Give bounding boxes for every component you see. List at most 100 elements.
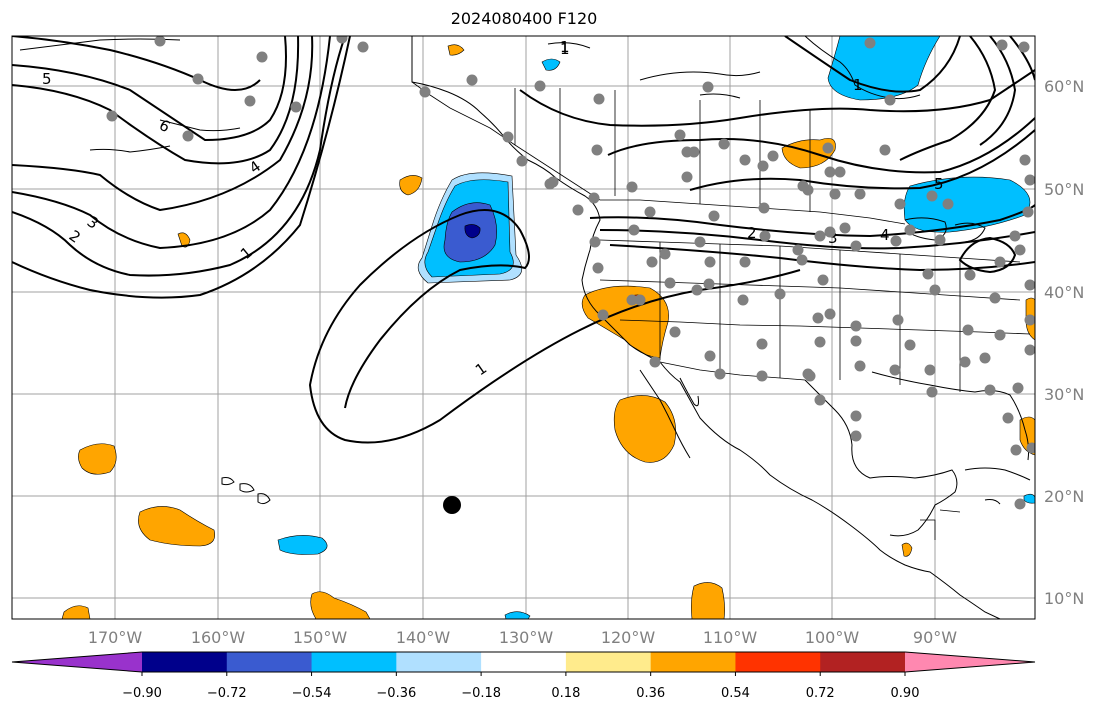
station-dot: [854, 360, 866, 372]
station-dot: [979, 352, 991, 364]
station-dot: [996, 39, 1008, 51]
contour-line: [589, 204, 1035, 238]
station-dot: [704, 256, 716, 268]
station-dot: [714, 368, 726, 380]
contour-line: [899, 36, 997, 161]
positive-anomaly-region: [447, 44, 465, 56]
station-dot: [466, 74, 478, 86]
station-dot: [681, 171, 693, 183]
station-dot: [588, 192, 600, 204]
station-dot: [796, 254, 808, 266]
station-dot: [634, 294, 646, 306]
contour-label: 3: [828, 229, 838, 247]
negative-anomaly-region: [827, 36, 941, 101]
station-dot: [737, 294, 749, 306]
station-dot: [964, 269, 976, 281]
station-dot: [989, 292, 1001, 304]
station-dot: [890, 235, 902, 247]
map-frame: [11, 35, 1036, 620]
station-dot: [850, 335, 862, 347]
contour-line: [599, 229, 1035, 250]
station-dot: [822, 142, 834, 154]
station-dot: [759, 230, 771, 242]
latitude-labels: 60°N 50°N 40°N 30°N 20°N 10°N: [1044, 77, 1084, 608]
station-dot: [704, 350, 716, 362]
station-dot: [757, 160, 769, 172]
colorbar-segment: [311, 652, 397, 672]
station-dot: [929, 284, 941, 296]
station-dot: [290, 101, 302, 113]
station-dot: [756, 370, 768, 382]
station-dot: [1009, 230, 1021, 242]
contour-line: [689, 129, 1035, 191]
station-dot: [962, 324, 974, 336]
negative-anomaly-region: [277, 535, 328, 555]
station-dot: [959, 356, 971, 368]
station-dot: [767, 150, 779, 162]
longitude-tick-label: 130°W: [499, 628, 554, 647]
station-dot: [994, 329, 1006, 341]
contour-line: [12, 36, 314, 212]
contour-line: [784, 36, 961, 93]
colorbar-segment: [226, 652, 313, 672]
contour-label: 4: [880, 226, 890, 244]
station-dot: [592, 262, 604, 274]
station-dot: [659, 248, 671, 260]
station-dot: [702, 81, 714, 93]
positive-anomaly-region: [901, 542, 913, 557]
station-dot: [154, 36, 166, 47]
positive-anomaly-region: [78, 443, 117, 475]
longitude-tick-label: 110°W: [703, 628, 758, 647]
contour-label: 2: [747, 224, 757, 242]
colorbar-segment: [735, 652, 821, 672]
station-dot: [1010, 444, 1022, 456]
station-dot: [824, 226, 836, 238]
positive-anomaly-region: [399, 175, 423, 196]
station-dot: [256, 51, 268, 63]
station-dot: [649, 356, 661, 368]
station-dot: [879, 144, 891, 156]
station-dot: [1002, 412, 1014, 424]
station-dot: [812, 312, 824, 324]
station-dot: [1014, 498, 1026, 510]
contour-label: 5: [42, 70, 52, 88]
station-dot: [1012, 382, 1024, 394]
station-dot: [591, 144, 603, 156]
station-dot: [644, 206, 656, 218]
colorbar-tick-label: −0.54: [292, 686, 332, 701]
colorbar-tick-label: 0.18: [551, 686, 580, 701]
station-dot: [758, 202, 770, 214]
longitude-tick-label: 140°W: [396, 628, 451, 647]
longitude-tick-label: 90°W: [913, 628, 957, 647]
latitude-tick-label: 50°N: [1044, 180, 1084, 199]
station-dot: [824, 166, 836, 178]
positive-anomaly-region: [177, 232, 191, 248]
station-markers: [106, 36, 1035, 510]
station-dot: [669, 326, 681, 338]
longitude-tick-label: 120°W: [601, 628, 656, 647]
contour-line: [607, 117, 1035, 174]
colorbar-tick-label: −0.18: [461, 686, 501, 701]
station-dot: [814, 230, 826, 242]
colorbar-tick-label: −0.72: [207, 686, 247, 701]
station-dot: [192, 73, 204, 85]
station-dot: [926, 386, 938, 398]
longitude-tick-label: 100°W: [805, 628, 860, 647]
station-dot: [703, 278, 715, 290]
station-dot: [814, 394, 826, 406]
negative-anomaly-region: [464, 224, 481, 239]
contour-line: [1009, 36, 1035, 81]
colorbar-segment: [481, 652, 567, 672]
station-dot: [926, 190, 938, 202]
contour-line: [12, 36, 331, 250]
station-dot: [922, 268, 934, 280]
contour-line: [979, 36, 1017, 146]
latitude-tick-label: 20°N: [1044, 487, 1084, 506]
station-dot: [674, 129, 686, 141]
station-dot: [628, 224, 640, 236]
station-dot: [884, 94, 896, 106]
station-dot: [924, 364, 936, 376]
station-dot: [850, 240, 862, 252]
contour-line: [12, 36, 261, 91]
longitude-tick-label: 160°W: [191, 628, 246, 647]
